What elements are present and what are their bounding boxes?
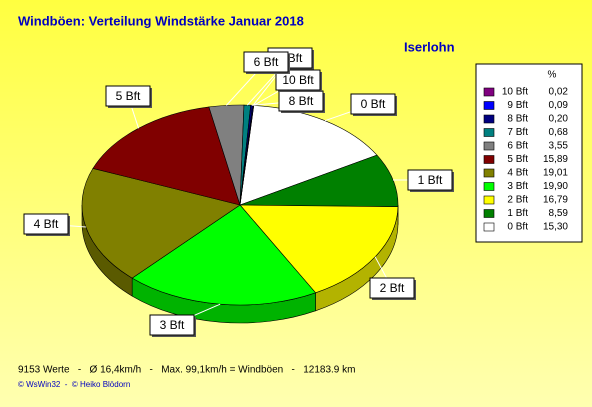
legend-swatch [483, 128, 495, 137]
legend-value: 3,55 [549, 141, 569, 152]
legend-value: 0,20 [549, 114, 569, 125]
legend-swatch [483, 87, 495, 97]
callout-box [275, 69, 321, 91]
chart-title: Windböen: Verteilung Windstärke Januar 2… [18, 13, 304, 28]
legend-value: 16,79 [543, 195, 568, 206]
legend: 10 Bft 0,02 9 Bft 0,09 8 Bft 0,20 7 Bft 0,68 6 B… [483, 87, 569, 233]
slice [131, 204, 317, 306]
legend-swatch [483, 141, 495, 151]
callout-box [243, 51, 289, 73]
legend-swatch [483, 182, 495, 191]
callout-label: 5 Bft [116, 89, 141, 103]
callout-label: 3 Bft [160, 318, 185, 332]
callout-label: 8 Bft [289, 94, 314, 108]
callout-box [350, 93, 396, 115]
legend-label: 5 Bft [507, 154, 528, 165]
legend-label: 2 Bft [507, 195, 528, 206]
legend-swatch [483, 209, 495, 218]
legend-value: 19,90 [543, 181, 568, 192]
callout-box [149, 314, 195, 336]
legend-value: 0,68 [549, 127, 569, 138]
legend-label: 4 Bft [507, 168, 528, 179]
slice [239, 154, 399, 208]
legend-value: 8,59 [549, 208, 569, 219]
legend-swatch [483, 101, 495, 110]
legend-swatch [483, 195, 495, 205]
slice [81, 168, 241, 279]
legend-value: 15,89 [543, 154, 568, 165]
legend-value: 15,30 [543, 222, 568, 233]
legend-label: 7 Bft [507, 127, 528, 138]
footer: 9153 Werte - Ø 16,4km/h - Max. 99,1km/h … [18, 365, 355, 376]
legend-value: 19,01 [543, 168, 568, 179]
credits: © WsWin32 - © Heiko Blödorn [18, 380, 130, 389]
slice [239, 105, 378, 206]
callout-label: 10 Bft [282, 73, 314, 87]
legend-label: 0 Bft [507, 222, 528, 233]
callout-label: 1 Bft [418, 173, 443, 187]
callout-label: 6 Bft [254, 55, 279, 69]
legend-header: % [548, 70, 557, 81]
legend-label: 9 Bft [507, 100, 528, 111]
legend-label: 10 Bft [502, 87, 528, 98]
legend-swatch [483, 222, 495, 232]
subtitle: Iserlohn [404, 39, 455, 54]
pie [81, 104, 399, 324]
callout-box [105, 85, 151, 107]
legend-swatch [483, 114, 495, 124]
legend-label: 3 Bft [507, 181, 528, 192]
legend-swatch [483, 155, 495, 164]
callout-box [369, 277, 415, 299]
legend-value: 0,09 [549, 100, 569, 111]
callout-label: 0 Bft [361, 97, 386, 111]
callout-box [23, 213, 69, 235]
legend-value: 0,02 [549, 87, 569, 98]
callout-label: 4 Bft [34, 217, 59, 231]
callout-box [407, 169, 453, 191]
legend-label: 8 Bft [507, 114, 528, 125]
legend-label: 6 Bft [507, 141, 528, 152]
legend-label: 1 Bft [507, 208, 528, 219]
callout-label: 2 Bft [380, 281, 405, 295]
legend-swatch [483, 168, 495, 178]
